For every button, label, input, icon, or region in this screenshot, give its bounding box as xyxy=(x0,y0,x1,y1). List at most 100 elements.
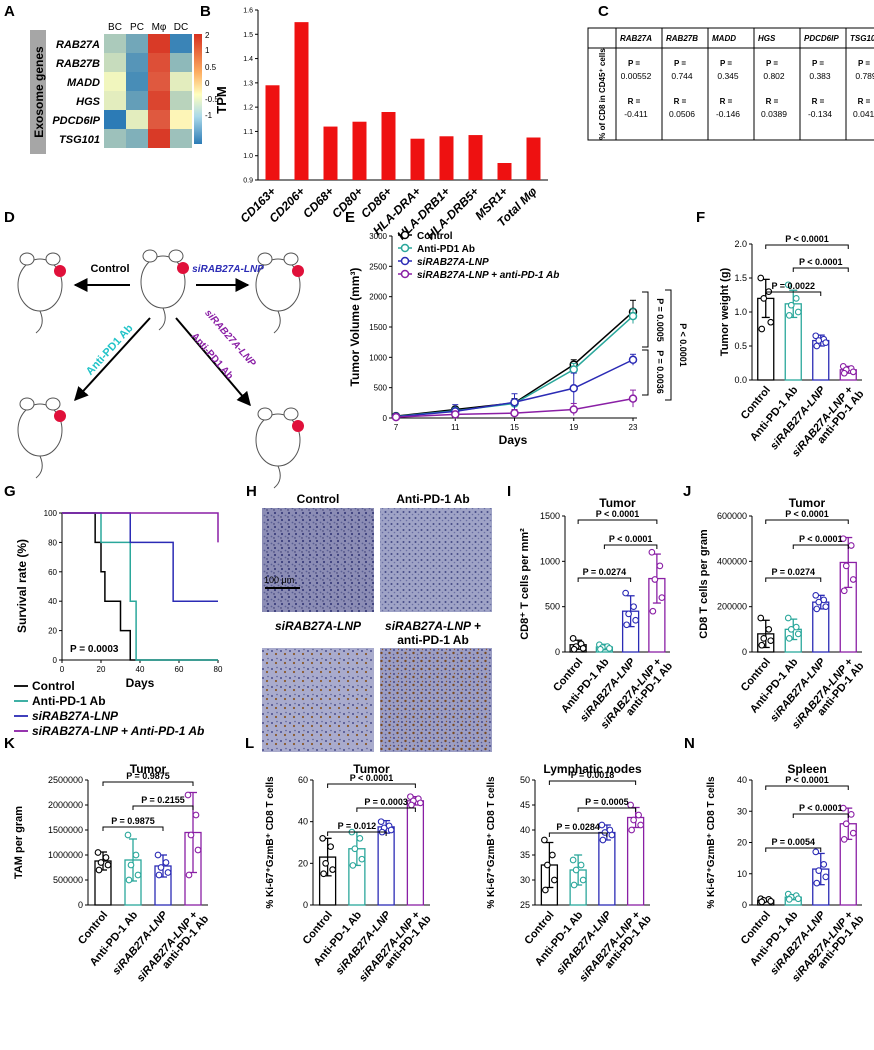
y-tick-label: 60 xyxy=(48,568,57,577)
data-point xyxy=(408,801,415,809)
p-value-label: P = 0.9875 xyxy=(111,816,155,826)
data-point xyxy=(579,645,587,652)
data-point xyxy=(794,630,802,638)
data-point xyxy=(794,308,802,316)
data-point xyxy=(630,816,637,824)
y-axis-label: % Ki-67⁺GzmB⁺ CD8 T cells xyxy=(486,776,497,909)
legend-marker xyxy=(400,256,410,266)
p-value-label: P < 0.0001 xyxy=(799,257,843,267)
data-point xyxy=(132,851,140,859)
micrograph-sirab xyxy=(262,648,374,752)
data-point xyxy=(758,898,766,906)
y-tick-label: 1500 xyxy=(369,323,387,332)
heatmap-ylabel-bg xyxy=(30,30,46,154)
data-point xyxy=(815,337,823,344)
heatmap-cell xyxy=(126,129,148,148)
mouse-illustration xyxy=(140,249,189,331)
p-value-label: P = 0.2155 xyxy=(141,795,185,805)
data-point xyxy=(812,848,820,856)
heatmap-cell xyxy=(170,72,192,91)
p-value-label: P = 0.9875 xyxy=(126,771,170,781)
heatmap-cell xyxy=(104,34,126,53)
heatmap-color-scale xyxy=(194,34,202,144)
y-tick-label: 1.5 xyxy=(243,32,253,39)
data-point xyxy=(628,826,635,834)
significance-bracket xyxy=(765,291,822,296)
panel-letter-i: I xyxy=(507,483,511,500)
data-point xyxy=(840,369,848,377)
mouse-ear xyxy=(45,252,61,266)
y-tick-label: 40 xyxy=(48,597,57,606)
chart-title: Tumor xyxy=(599,496,636,510)
heatmap-cell xyxy=(104,129,126,148)
data-point xyxy=(417,799,424,807)
data-point xyxy=(847,542,855,549)
y-tick-label: 40 xyxy=(520,825,530,835)
heatmap-cell xyxy=(104,91,126,110)
data-point xyxy=(127,861,135,869)
table-p-value: 0.744 xyxy=(671,71,693,81)
heatmap-cell xyxy=(126,53,148,72)
data-point xyxy=(648,548,656,556)
data-point xyxy=(812,591,820,599)
y-tick-label: 0 xyxy=(555,647,560,657)
significance-bracket xyxy=(577,519,658,524)
table-header: HGS xyxy=(758,34,776,43)
panel-m-chart: 25 30 35 40 45 50 Lymphatic nodes % Ki-67⁺GzmB⁺… xyxy=(486,762,654,984)
data-point xyxy=(822,339,830,346)
data-point xyxy=(319,834,326,842)
table-header: PDCD6IP xyxy=(804,34,839,43)
legend-label: Anti-PD1 Ab xyxy=(417,244,475,255)
data-point xyxy=(628,355,638,365)
p-value-label: P < 0.0001 xyxy=(799,803,843,813)
x-tick-label: CD68+ xyxy=(300,184,337,221)
legend-label: Control xyxy=(32,679,75,693)
heatmap-gene-label: RAB27A xyxy=(56,39,100,51)
p-value-label: P < 0.0001 xyxy=(596,509,640,519)
significance-bracket xyxy=(765,847,822,852)
bar xyxy=(352,121,367,180)
mouse-ear xyxy=(283,407,299,421)
data-point xyxy=(760,295,768,302)
panel-letter-k: K xyxy=(4,735,15,752)
y-tick-label: 0.0 xyxy=(734,375,747,385)
x-tick-label: 0 xyxy=(60,665,65,674)
y-tick-label: 1.1 xyxy=(243,129,253,136)
table-row-label: % of CD8 in CD45⁺ cells xyxy=(598,48,607,140)
p-value-label: P < 0.0001 xyxy=(785,509,829,519)
data-point xyxy=(391,412,401,422)
tumor-dot xyxy=(177,262,189,274)
heatmap-gene-label: HGS xyxy=(76,96,101,108)
data-point xyxy=(822,603,830,611)
significance-bracket xyxy=(792,813,849,818)
p-value-label: P = 0.0003 xyxy=(364,797,408,807)
p-value-label: P < 0.0001 xyxy=(785,234,829,244)
bar xyxy=(439,136,454,180)
data-point xyxy=(599,836,607,844)
data-point xyxy=(124,831,132,839)
y-tick-label: 1.4 xyxy=(243,56,253,63)
y-tick-label: 10 xyxy=(737,869,747,879)
heatmap-cell xyxy=(126,34,148,53)
data-point xyxy=(164,869,172,876)
p-value-label: P < 0.0001 xyxy=(799,534,843,544)
data-point xyxy=(134,871,142,879)
legend-label: siRAB27A-LNP xyxy=(417,257,489,268)
table-r-value: -0.411 xyxy=(624,109,648,119)
heatmap-cell xyxy=(148,110,170,129)
heatmap-column-label: Mφ xyxy=(152,22,167,33)
data-point xyxy=(327,843,334,851)
table-r-value: 0.0506 xyxy=(669,109,695,119)
survival-curve xyxy=(62,512,218,602)
legend-label: siRAB27A-LNP xyxy=(32,709,119,723)
y-tick-label: 2500 xyxy=(369,262,387,271)
data-point xyxy=(95,866,103,874)
data-point xyxy=(569,365,578,374)
legend-marker xyxy=(400,230,410,240)
y-axis-label: Survival rate (%) xyxy=(15,539,29,633)
data-point xyxy=(94,849,102,856)
data-point xyxy=(840,836,848,843)
